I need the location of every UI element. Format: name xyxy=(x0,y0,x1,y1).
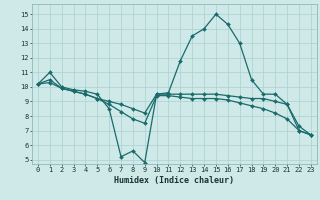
X-axis label: Humidex (Indice chaleur): Humidex (Indice chaleur) xyxy=(115,176,234,185)
